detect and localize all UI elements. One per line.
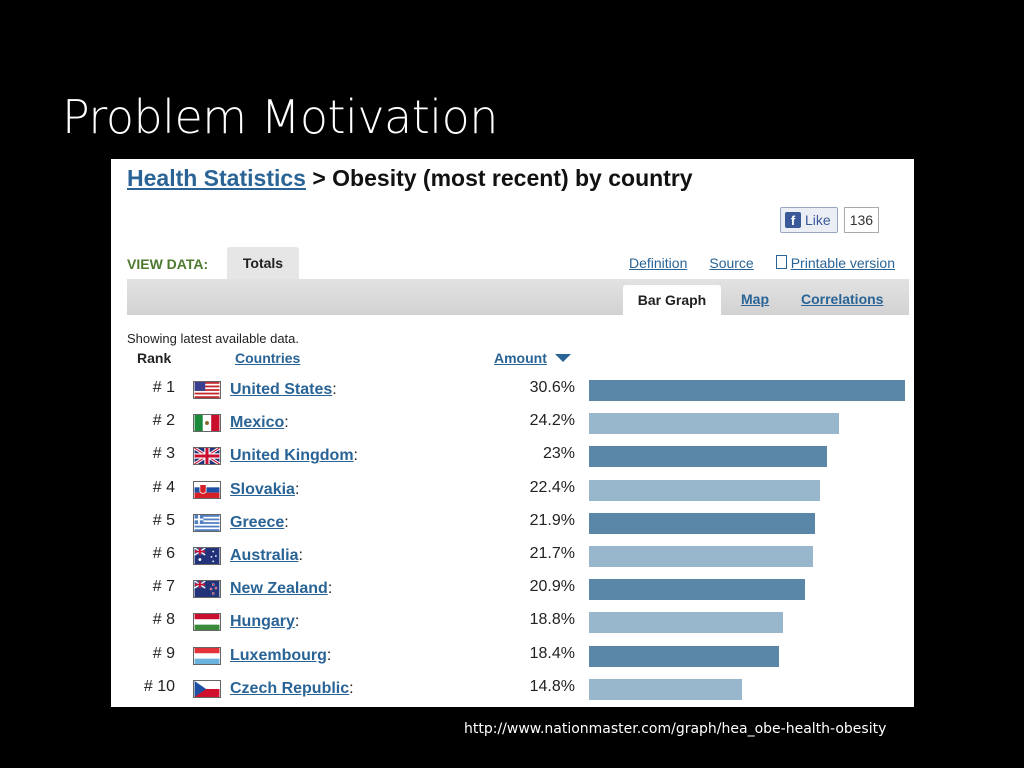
- tab-correlations[interactable]: Correlations: [801, 291, 884, 307]
- country-link[interactable]: Greece: [230, 513, 285, 531]
- mexico-flag-icon: [193, 414, 221, 433]
- heading-text: > Obesity (most recent) by country: [305, 165, 693, 191]
- amount-label: 22.4%: [529, 478, 575, 496]
- rank-label: # 7: [152, 578, 175, 596]
- bar: [589, 479, 820, 501]
- country-cell: Mexico:: [230, 414, 289, 432]
- tab-bar-graph[interactable]: Bar Graph: [623, 285, 721, 315]
- country-cell: Hungary:: [230, 613, 300, 631]
- us-flag-icon: [193, 381, 221, 399]
- amount-label: 20.9%: [529, 578, 575, 596]
- table-row: # 5 Greece: 21.9%: [111, 504, 914, 537]
- source-url: http://www.nationmaster.com/graph/hea_ob…: [464, 721, 887, 737]
- country-link[interactable]: Mexico: [230, 414, 285, 432]
- printable-version-label: Printable version: [790, 255, 895, 271]
- hungary-flag-icon: [193, 613, 221, 632]
- like-label: Like: [805, 212, 831, 228]
- country-link[interactable]: United Kingdom: [230, 447, 354, 465]
- country-cell: Czech Republic:: [230, 679, 354, 697]
- table-row: # 8 Hungary: 18.8%: [111, 603, 914, 636]
- table-row: # 2 Mexico: 24.2%: [111, 404, 914, 437]
- bar: [589, 579, 805, 601]
- countries-header[interactable]: Countries: [235, 350, 301, 366]
- page-heading: Health Statistics > Obesity (most recent…: [127, 165, 693, 192]
- facebook-like-button[interactable]: f Like: [780, 207, 838, 233]
- table-row: # 9 Luxembourg: 18.4%: [111, 637, 914, 670]
- facebook-like-widget: f Like 136: [780, 207, 880, 233]
- amount-label: 23%: [542, 445, 575, 463]
- amount-header-label: Amount: [494, 350, 547, 366]
- country-cell: Luxembourg:: [230, 646, 332, 664]
- amount-label: 21.7%: [529, 545, 575, 562]
- tab-totals[interactable]: Totals: [227, 247, 299, 279]
- country-cell: United States:: [230, 381, 337, 398]
- amount-label: 24.2%: [529, 412, 575, 430]
- definition-link[interactable]: Definition: [628, 255, 688, 271]
- greece-flag-icon: [193, 513, 221, 532]
- rank-label: # 9: [152, 644, 175, 662]
- czech-flag-icon: [193, 679, 221, 698]
- bar: [589, 446, 827, 468]
- table-row: # 6 Australia: 21.7%: [111, 537, 914, 570]
- tab-map[interactable]: Map: [741, 291, 769, 307]
- rank-label: # 2: [152, 412, 175, 430]
- rank-label: # 10: [143, 677, 175, 695]
- bar: [589, 512, 815, 534]
- showing-note: Showing latest available data.: [127, 331, 300, 346]
- bar: [589, 612, 783, 634]
- rank-label: # 3: [152, 445, 175, 463]
- country-cell: Greece:: [230, 513, 289, 531]
- table-row: # 10 Czech Republic: 14.8%: [111, 670, 914, 703]
- country-link[interactable]: Australia: [230, 547, 299, 564]
- rank-label: # 8: [152, 611, 175, 629]
- country-link[interactable]: United States: [230, 381, 333, 398]
- top-links: Definition Source Printable version: [629, 255, 895, 271]
- rank-header: Rank: [137, 350, 172, 366]
- uk-flag-icon: [193, 447, 221, 466]
- bar: [589, 413, 839, 435]
- country-link[interactable]: Hungary: [230, 613, 295, 631]
- amount-header[interactable]: Amount: [494, 350, 571, 366]
- breadcrumb-link[interactable]: Health Statistics: [127, 165, 306, 191]
- country-link[interactable]: New Zealand: [230, 580, 328, 598]
- view-data-label: VIEW DATA:: [127, 256, 209, 272]
- view-tabs-bar: Bar Graph Map Correlations: [127, 279, 909, 315]
- table-row: # 7 New Zealand: 20.9%: [111, 570, 914, 603]
- country-cell: New Zealand:: [230, 580, 333, 598]
- table-row: # 3 United Kingdom: 23%: [111, 437, 914, 470]
- country-link[interactable]: Luxembourg: [230, 646, 327, 664]
- amount-label: 21.9%: [529, 511, 575, 529]
- source-link[interactable]: Source: [709, 255, 754, 271]
- slide-title: Problem Motivation: [62, 90, 498, 144]
- country-link[interactable]: Czech Republic: [230, 679, 350, 697]
- bar: [589, 645, 779, 667]
- sort-desc-icon: [554, 354, 571, 362]
- like-count: 136: [843, 207, 880, 233]
- facebook-icon: f: [785, 212, 801, 228]
- bar: [589, 678, 742, 700]
- printable-version-link[interactable]: Printable version: [775, 255, 895, 271]
- australia-flag-icon: [193, 547, 221, 565]
- amount-label: 14.8%: [529, 677, 575, 695]
- screenshot-panel: Health Statistics > Obesity (most recent…: [111, 159, 914, 707]
- new-zealand-flag-icon: [193, 580, 221, 599]
- amount-label: 18.8%: [529, 611, 575, 629]
- luxembourg-flag-icon: [193, 646, 221, 665]
- country-cell: Slovakia:: [230, 480, 300, 498]
- bar: [589, 546, 813, 567]
- rank-label: # 1: [152, 379, 175, 396]
- table-row: # 1 United States: 30.6%: [111, 371, 914, 404]
- rank-label: # 5: [152, 511, 175, 529]
- bar: [589, 380, 905, 401]
- slovakia-flag-icon: [193, 480, 221, 499]
- country-link[interactable]: Slovakia: [230, 480, 295, 498]
- country-cell: Australia:: [230, 547, 303, 564]
- print-icon: [775, 255, 787, 269]
- amount-label: 30.6%: [529, 379, 575, 396]
- table-row: # 4 Slovakia: 22.4%: [111, 471, 914, 504]
- country-cell: United Kingdom:: [230, 447, 358, 465]
- rank-label: # 6: [152, 545, 175, 562]
- amount-label: 18.4%: [529, 644, 575, 662]
- rank-label: # 4: [152, 478, 175, 496]
